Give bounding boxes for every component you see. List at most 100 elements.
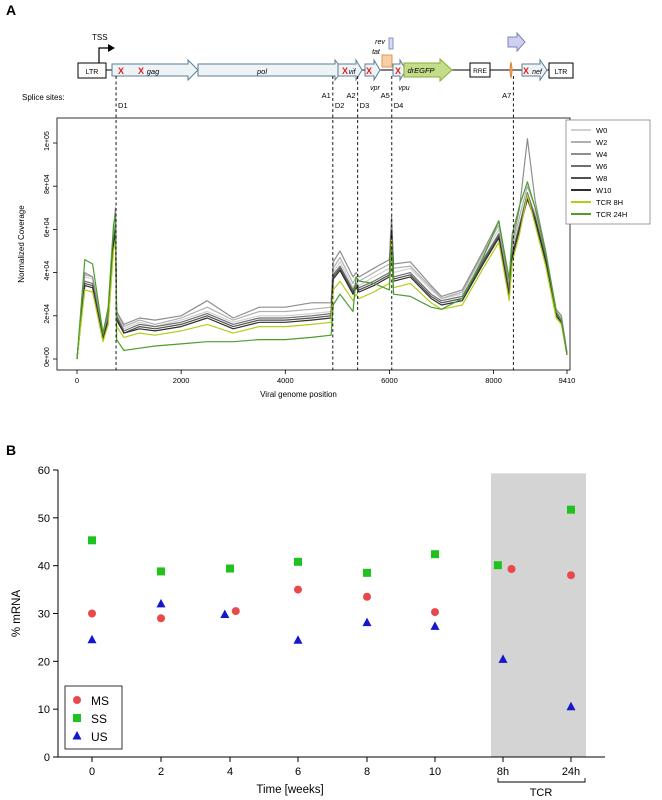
rre-box [469,62,491,78]
legend-marker-us [72,731,82,740]
x-tick-label: 9410 [559,376,576,385]
vpr-arrow [364,58,381,82]
tcr-group-label: TCR [530,787,553,799]
y-axis-label: % mRNA [11,590,23,638]
x-tick-label: 8h [497,766,509,778]
point-us [156,598,166,608]
x-tick-label: 0 [89,766,95,778]
x-tick-label: 8000 [485,376,502,385]
x-tick-label: 4000 [277,376,294,385]
legend-label: W8 [596,174,607,183]
point-ss [226,564,234,573]
x-tick-label: 2 [158,766,164,778]
mrna-chart: 0 10 20 30 40 50 60 0 2 4 6 8 10 8h 24h Time [weeks] % m… [11,465,605,799]
gene-label-tat: tat [372,49,381,56]
ltr-left-box [77,62,107,79]
point-ms [507,565,516,574]
x-tick-label: 4 [227,766,233,778]
donor-label: D2 [335,101,345,110]
gene-label-vpu: vpu [398,85,409,92]
legend-label: MS [91,694,109,708]
x-tick-label: 8 [364,766,370,778]
splice-sites-label: Splice sites: [22,93,65,102]
y-tick-label: 60 [38,465,50,477]
series-line-tcr-24h [76,181,568,360]
acceptor-label: A5 [381,91,390,100]
donor-label: D3 [360,101,370,110]
y-tick-label: 10 [38,704,50,716]
y-tick-label: 0e+00 [44,347,51,367]
x-axis-label: Viral genome position [260,390,337,399]
knockout-mark: X [342,66,348,76]
point-us [293,635,303,644]
y-tick-label: 20 [38,656,50,668]
legend-box [565,119,651,225]
point-ms [431,608,439,617]
coverage-chart: 0e+00 2e+04 4e+04 6e+04 8e+04 1e+05 0 2000 4000 6… [17,76,651,399]
gene-label-nef: nef [532,69,543,76]
gene-label-vpr: vpr [370,85,380,92]
vif-arrow [337,58,363,82]
point-ms [567,571,575,580]
point-ms [294,585,302,594]
y-tick-label: 6e+04 [44,217,51,237]
knockout-mark: X [523,66,529,76]
point-ms [231,607,240,616]
legend-label: W10 [596,186,611,195]
gene-label-rev: rev [375,39,385,46]
gene-label-vif: vif [349,69,357,76]
egfp-arrow [403,57,453,83]
y-tick-label: 8e+04 [44,174,51,194]
point-us [430,621,440,630]
knockout-mark: X [366,66,372,76]
knockout-marks: X X X X X X [118,66,529,76]
gene-label-ltr-right: LTR [555,69,568,76]
point-ss [294,557,302,566]
point-us [87,634,97,644]
point-ss [431,550,439,559]
legend-marker-ms [73,696,81,704]
point-ms [363,592,371,601]
x-axis-label: Time [weeks] [256,784,323,796]
acceptor-label: A1 [322,91,331,100]
legend-label: W2 [596,138,607,147]
x-tick-label: 6000 [381,376,398,385]
knockout-mark: X [118,66,124,76]
tss-arrowhead [108,44,115,52]
x-tick-label: 10 [429,766,441,778]
acceptor-label: A7 [502,91,511,100]
legend-label: SS [91,712,107,726]
x-tick-label: 2000 [173,376,190,385]
gene-label-rre: RRE [473,68,487,75]
point-ss [363,568,371,577]
point-ss [88,536,96,545]
ltr-right-box [548,62,574,79]
series-line-tcr-8h [76,194,568,360]
gene-label-ltr-left: LTR [86,69,99,76]
tat-box [381,54,393,68]
series-group [76,138,568,360]
rev-exon2-arrow [507,31,526,53]
tcr-shaded-region [491,473,586,757]
rev-box [388,37,394,50]
point-ss [493,561,502,570]
point-ms [157,614,165,623]
panel-a-label: A [6,2,16,18]
tcr-bracket [497,778,586,783]
tss-label: TSS [92,33,108,42]
legend-marker-ss [73,714,81,722]
donor-label: D4 [394,101,404,110]
nef-arrow [521,58,548,82]
knockout-mark: X [138,66,144,76]
gag-pol-arrow [111,58,199,82]
pol-arrow [197,58,344,82]
legend-label: W6 [596,162,607,171]
y-tick-label: 40 [38,561,50,573]
x-tick-label: 0 [75,376,79,385]
knockout-mark: X [395,66,401,76]
y-tick-label: 50 [38,513,50,525]
legend-label: TCR 8H [596,198,623,207]
point-us [566,701,576,711]
